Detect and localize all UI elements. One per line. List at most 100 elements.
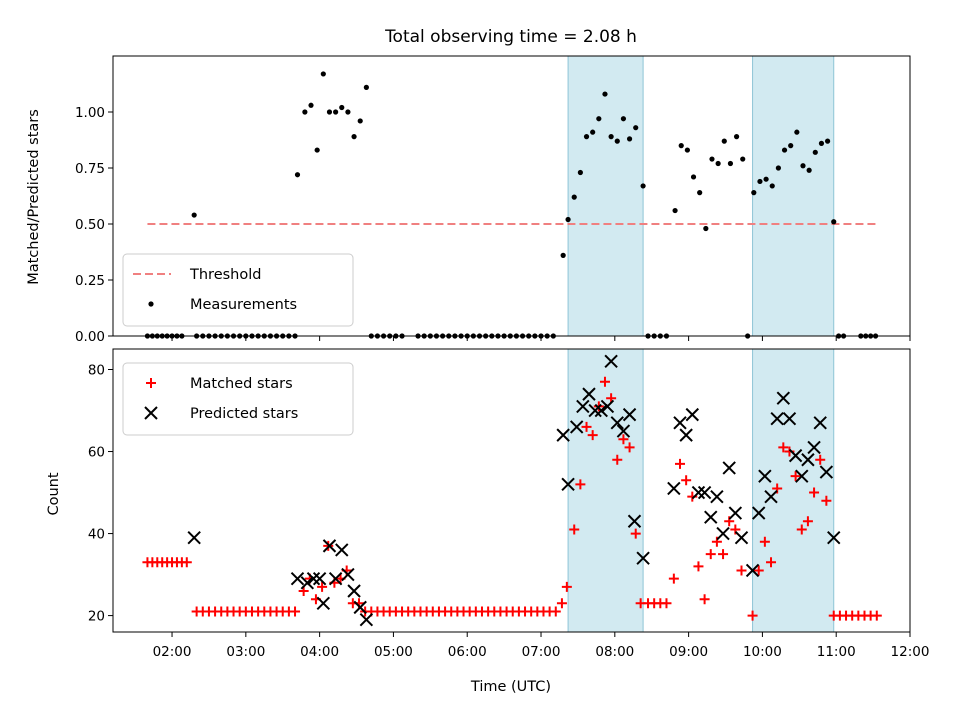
bottom-matched-point bbox=[815, 454, 826, 465]
bottom-predicted-point bbox=[728, 506, 743, 520]
bottom-predicted-point bbox=[722, 461, 736, 475]
bottom-predicted-point bbox=[734, 530, 749, 545]
top-legend-box bbox=[122, 253, 354, 327]
legend-label: Predicted stars bbox=[190, 406, 298, 422]
legend-label: Threshold bbox=[189, 267, 261, 283]
bottom-predicted-point bbox=[300, 576, 315, 590]
bottom-predicted-point bbox=[745, 563, 760, 578]
top-measurement-point bbox=[806, 167, 812, 173]
top-measurement-point bbox=[308, 102, 314, 108]
top-y-tick-label: 1.00 bbox=[75, 105, 105, 121]
top-measurement-point bbox=[302, 109, 308, 115]
top-measurement-point bbox=[351, 134, 357, 140]
bottom-predicted-point bbox=[187, 530, 201, 545]
bottom-predicted-point bbox=[673, 416, 687, 430]
bottom-matched-point bbox=[871, 610, 882, 621]
legend-predicted-swatch bbox=[144, 406, 158, 420]
bottom-predicted-point bbox=[776, 391, 791, 405]
top-measurement-point bbox=[333, 109, 339, 115]
bottom-matched-point bbox=[705, 549, 716, 560]
legend-matched-swatch bbox=[146, 378, 156, 388]
top-measurement-point bbox=[633, 125, 639, 131]
bottom-predicted-point bbox=[576, 399, 590, 414]
top-measurement-point bbox=[590, 129, 596, 135]
bottom-matched-point bbox=[556, 598, 567, 609]
bottom-matched-point bbox=[753, 565, 764, 576]
top-measurement-point bbox=[314, 147, 320, 153]
bottom-matched-point bbox=[796, 524, 807, 535]
bottom-matched-point bbox=[599, 376, 610, 387]
x-tick-label: 06:00 bbox=[448, 644, 487, 660]
bottom-predicted-point bbox=[604, 354, 618, 369]
x-tick-label: 02:00 bbox=[153, 644, 192, 660]
bottom-predicted-point bbox=[582, 387, 596, 401]
bottom-matched-point bbox=[181, 557, 192, 568]
top-measurement-point bbox=[721, 138, 727, 144]
bottom-predicted-point bbox=[341, 567, 355, 582]
top-measurement-point bbox=[709, 156, 715, 162]
bottom-predicted-point bbox=[600, 399, 615, 414]
x-tick-label: 08:00 bbox=[595, 644, 634, 660]
bottom-matched-point bbox=[790, 471, 801, 482]
top-measurement-point bbox=[577, 169, 583, 176]
bottom-predicted-point bbox=[569, 420, 584, 434]
top-measurement-point bbox=[740, 156, 746, 162]
top-measurement-point bbox=[345, 109, 351, 115]
top-y-axis-label: Matched/Predicted stars bbox=[26, 109, 42, 285]
bottom-shaded-interval-0 bbox=[567, 348, 644, 633]
x-tick-label: 03:00 bbox=[226, 644, 265, 660]
bottom-predicted-point bbox=[290, 571, 305, 586]
bottom-y-axis-label: Count bbox=[46, 472, 62, 515]
top-measurement-point bbox=[775, 165, 781, 171]
top-measurement-point bbox=[294, 172, 301, 178]
bottom-predicted-point bbox=[704, 510, 718, 524]
top-measurement-point bbox=[757, 178, 763, 185]
top-measurement-point bbox=[571, 194, 577, 200]
bottom-matched-point bbox=[747, 610, 758, 621]
bottom-matched-point bbox=[681, 475, 692, 486]
bottom-matched-point bbox=[668, 573, 679, 584]
top-measurement-point bbox=[320, 71, 326, 77]
x-axis-label: Time (UTC) bbox=[470, 679, 551, 695]
bottom-matched-point bbox=[736, 565, 747, 576]
bottom-predicted-point bbox=[697, 485, 712, 500]
bottom-predicted-point bbox=[316, 596, 331, 610]
bottom-predicted-point bbox=[306, 571, 321, 586]
bottom-predicted-point bbox=[328, 571, 343, 586]
bottom-matched-point bbox=[624, 442, 635, 453]
bottom-predicted-point bbox=[347, 584, 361, 598]
top-measurement-point bbox=[727, 160, 734, 167]
top-measurement-point bbox=[812, 149, 818, 155]
top-measurement-point bbox=[697, 190, 703, 196]
top-measurement-point bbox=[781, 147, 788, 153]
bottom-predicted-point bbox=[764, 489, 778, 504]
bottom-predicted-point bbox=[807, 440, 821, 455]
top-shaded-interval-0 bbox=[567, 55, 644, 337]
bottom-matched-point bbox=[569, 524, 580, 535]
bottom-predicted-point bbox=[322, 539, 337, 553]
top-measurement-point bbox=[763, 176, 769, 182]
bottom-predicted-point bbox=[588, 403, 602, 418]
x-tick-label: 07:00 bbox=[522, 644, 561, 660]
bottom-matched-point bbox=[766, 557, 777, 568]
top-measurement-point bbox=[690, 174, 697, 180]
top-measurement-point bbox=[672, 207, 678, 214]
bottom-matched-point bbox=[699, 594, 710, 605]
bottom-predicted-point bbox=[795, 469, 809, 483]
chart-title: Total observing time = 2.08 h bbox=[384, 27, 637, 47]
bottom-predicted-point bbox=[561, 477, 575, 492]
bottom-shaded-interval-1 bbox=[752, 348, 835, 633]
bottom-predicted-point bbox=[819, 465, 834, 479]
top-y-tick-label: 0.25 bbox=[75, 273, 105, 289]
top-measurement-point bbox=[684, 147, 690, 153]
top-measurement-point bbox=[602, 91, 608, 97]
bottom-matched-point bbox=[561, 581, 572, 592]
bottom-panel: 20 40 60 80 02:00 03:00 04:00 05:00 06:00 07:00 08… bbox=[88, 348, 929, 660]
top-y-tick-label: 0.50 bbox=[75, 217, 105, 233]
bottom-predicted-point bbox=[622, 407, 637, 422]
bottom-y-tick-label: 80 bbox=[88, 363, 105, 379]
top-measurement-point bbox=[703, 225, 709, 232]
bottom-predicted-point bbox=[556, 428, 570, 442]
bottom-matched-point bbox=[778, 442, 789, 453]
top-measurement-point bbox=[339, 104, 345, 111]
